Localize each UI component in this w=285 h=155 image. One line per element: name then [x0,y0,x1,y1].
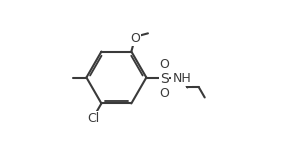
Text: O: O [131,32,140,45]
Text: O: O [159,87,169,100]
Text: O: O [159,58,169,71]
Text: S: S [160,72,168,86]
Text: Cl: Cl [87,112,100,125]
Text: NH: NH [172,73,191,86]
